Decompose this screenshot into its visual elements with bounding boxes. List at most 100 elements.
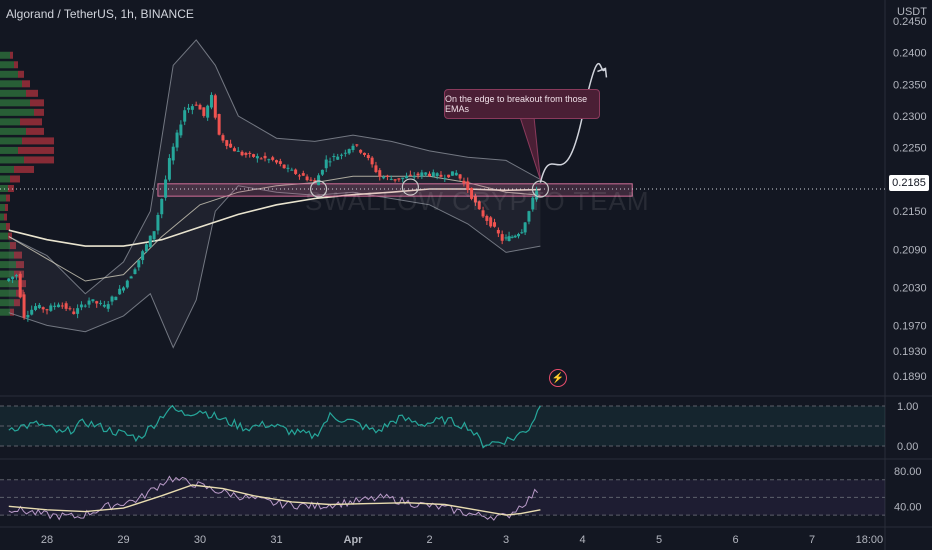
candle-body: [301, 173, 305, 176]
volume-profile-bar: [18, 280, 26, 288]
candle-body: [248, 152, 252, 154]
candle-body: [507, 236, 511, 241]
candle-body: [144, 244, 148, 252]
candle-body: [259, 158, 263, 160]
volume-profile-bar: [0, 223, 6, 231]
price-tick-label: 0.1970: [893, 320, 927, 332]
volume-profile-bar: [0, 251, 14, 259]
volume-profile-bar: [14, 61, 18, 69]
price-tick-label: 0.1890: [893, 371, 927, 383]
candle-body: [401, 177, 405, 179]
volume-profile-bar: [30, 99, 44, 107]
volume-profile-bar: [0, 127, 26, 135]
candle-body: [328, 161, 332, 163]
price-tick-label: 0.2350: [893, 79, 927, 91]
candle-body: [408, 174, 412, 176]
lightning-icon[interactable]: ⚡: [549, 369, 567, 387]
candle-body: [240, 151, 244, 156]
candle-body: [523, 222, 527, 233]
chart-title: Algorand / TetherUS, 1h, BINANCE: [6, 7, 194, 21]
volume-profile-bar: [0, 242, 10, 250]
candle-body: [294, 169, 298, 174]
volume-profile-bar: [10, 51, 13, 59]
band-fill: [8, 39, 541, 348]
annotation-callout[interactable]: On the edge to breakout from those EMAs: [444, 89, 600, 119]
time-tick-label: Apr: [344, 534, 364, 546]
price-tick-label: 0.2030: [893, 282, 927, 294]
volume-profile-bar: [22, 137, 54, 145]
candle-body: [26, 314, 30, 318]
candle-body: [133, 269, 137, 275]
candle-body: [443, 177, 447, 179]
candle-body: [267, 159, 271, 161]
price-axis-unit: USDT: [897, 6, 927, 18]
candle-body: [500, 234, 504, 241]
candle-body: [496, 229, 500, 234]
time-tick-label: 29: [117, 534, 129, 546]
candle-body: [252, 154, 256, 157]
candle-body: [332, 155, 336, 158]
candle-body: [336, 156, 340, 160]
volume-profile-bar: [0, 70, 18, 78]
candle-body: [76, 308, 80, 314]
volume-profile-bar: [14, 165, 34, 173]
candle-body: [64, 303, 68, 309]
candle-body: [439, 174, 443, 177]
candle-body: [378, 170, 382, 177]
candle-body: [389, 178, 393, 180]
candle-body: [282, 164, 286, 169]
candle-body: [454, 172, 458, 176]
candle-body: [7, 278, 11, 282]
candle-body: [309, 179, 313, 181]
price-tick-label: 0.2150: [893, 206, 927, 218]
candle-body: [385, 175, 389, 177]
candle-body: [106, 304, 110, 309]
projection-arrow-line: [539, 62, 607, 183]
candle-body: [167, 158, 171, 180]
candle-body: [424, 172, 428, 175]
candle-body: [87, 300, 91, 305]
candle-body: [198, 104, 202, 110]
volume-profile-bar: [14, 251, 22, 259]
current-price-tag: 0.2185: [889, 175, 929, 191]
candle-body: [41, 307, 45, 310]
candle-body: [72, 311, 76, 315]
volume-profile-bar: [26, 127, 44, 135]
volume-profile-bar: [20, 118, 42, 126]
candle-body: [129, 276, 133, 279]
watermark: SWALLOW CRYPTO TEAM: [305, 186, 650, 216]
volume-profile-bar: [0, 146, 18, 154]
candle-body: [458, 174, 462, 179]
candle-body: [34, 306, 38, 310]
candle-body: [221, 135, 225, 141]
candle-body: [317, 175, 321, 186]
ema-fast-line: [8, 175, 541, 282]
candle-body: [232, 148, 236, 152]
volume-profile-bar: [0, 194, 6, 202]
candle-body: [22, 294, 26, 318]
volume-profile-bar: [0, 165, 14, 173]
candle-body: [431, 172, 435, 177]
volume-profile-bar: [5, 204, 8, 212]
candle-body: [481, 210, 485, 217]
candle-body: [435, 173, 439, 177]
candle-body: [466, 181, 470, 190]
rsi-ma-line: [8, 484, 541, 516]
volume-profile-bar: [22, 80, 30, 88]
candle-body: [141, 251, 145, 261]
volume-profile-bar: [14, 299, 20, 307]
candle-body: [535, 190, 539, 200]
upper-band-line: [8, 39, 541, 295]
candle-body: [510, 236, 514, 238]
candle-body: [351, 145, 355, 150]
candle-body: [114, 296, 118, 301]
candle-body: [343, 152, 347, 154]
candle-body: [209, 94, 213, 108]
candle-body: [18, 273, 22, 298]
candle-body: [374, 165, 378, 173]
resistance-zone: [157, 183, 633, 197]
candle-body: [447, 174, 451, 178]
volume-profile-bar: [0, 51, 10, 59]
candle-body: [125, 280, 129, 288]
